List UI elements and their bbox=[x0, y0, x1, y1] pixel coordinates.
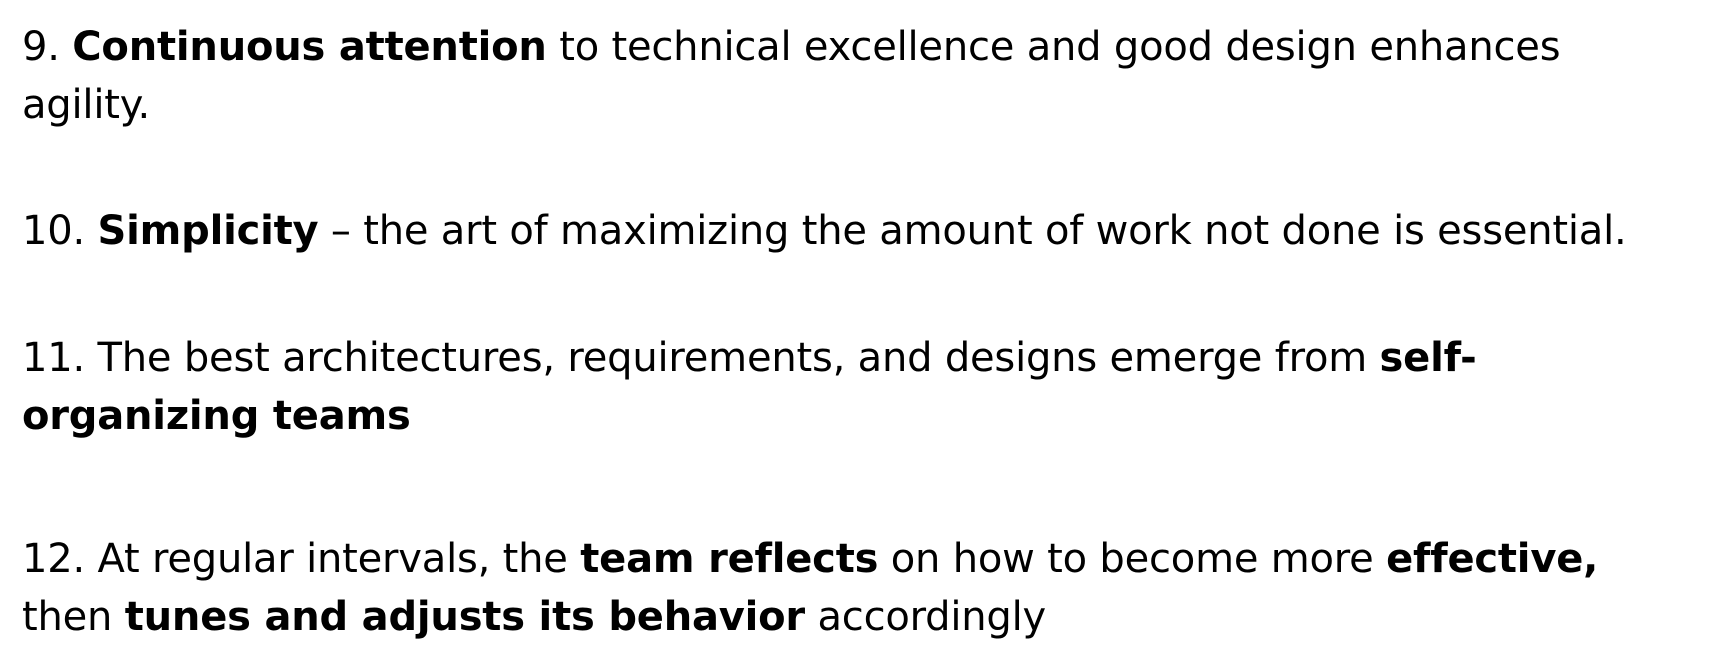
principle-12-text-2: on how to become more bbox=[890, 536, 1374, 582]
principle-12-line-1: 12. At regular intervals, the team refle… bbox=[22, 530, 1598, 588]
principle-11-bold-organizing-teams: organizing teams bbox=[22, 393, 411, 439]
principle-9-line-2: agility. bbox=[22, 76, 1560, 134]
principle-12-text-3: then bbox=[22, 594, 113, 640]
principle-10-number: 10. bbox=[22, 208, 86, 254]
principle-12-bold-tunes-and-adjusts: tunes and adjusts its behavior bbox=[124, 594, 805, 640]
principle-12-text-1: At regular intervals, the bbox=[97, 536, 568, 582]
principle-12-line-2: then tunes and adjusts its behavior acco… bbox=[22, 588, 1598, 646]
principle-11-text: The best architectures, requirements, an… bbox=[97, 335, 1368, 381]
principle-10-line-1: 10. Simplicity – the art of maximizing t… bbox=[22, 202, 1627, 260]
principle-12-number: 12. bbox=[22, 536, 86, 582]
principle-9-text-end: agility. bbox=[22, 82, 151, 128]
principle-9-line-1: 9. Continuous attention to technical exc… bbox=[22, 18, 1561, 76]
principle-12-bold-effective: effective, bbox=[1386, 536, 1599, 582]
principle-12-bold-team-reflects: team reflects bbox=[580, 536, 879, 582]
principle-9-number: 9. bbox=[22, 24, 60, 70]
principle-11-number: 11. bbox=[22, 335, 86, 381]
principle-10: 10. Simplicity – the art of maximizing t… bbox=[22, 202, 1627, 260]
principle-9: 9. Continuous attention to technical exc… bbox=[22, 18, 1561, 134]
principle-11-line-1: 11. The best architectures, requirements… bbox=[22, 329, 1477, 387]
principle-11-bold-self: self- bbox=[1379, 335, 1477, 381]
principle-10-text: – the art of maximizing the amount of wo… bbox=[330, 208, 1627, 254]
principle-10-bold-simplicity: Simplicity bbox=[97, 208, 319, 254]
principle-12-text-4: accordingly bbox=[817, 594, 1047, 640]
principle-9-text: to technical excellence and good design … bbox=[559, 24, 1561, 70]
principle-12: 12. At regular intervals, the team refle… bbox=[22, 530, 1598, 646]
principle-11-line-2: organizing teams bbox=[22, 387, 1476, 445]
principle-9-bold-continuous-attention: Continuous attention bbox=[72, 24, 547, 70]
principle-11: 11. The best architectures, requirements… bbox=[22, 329, 1477, 445]
